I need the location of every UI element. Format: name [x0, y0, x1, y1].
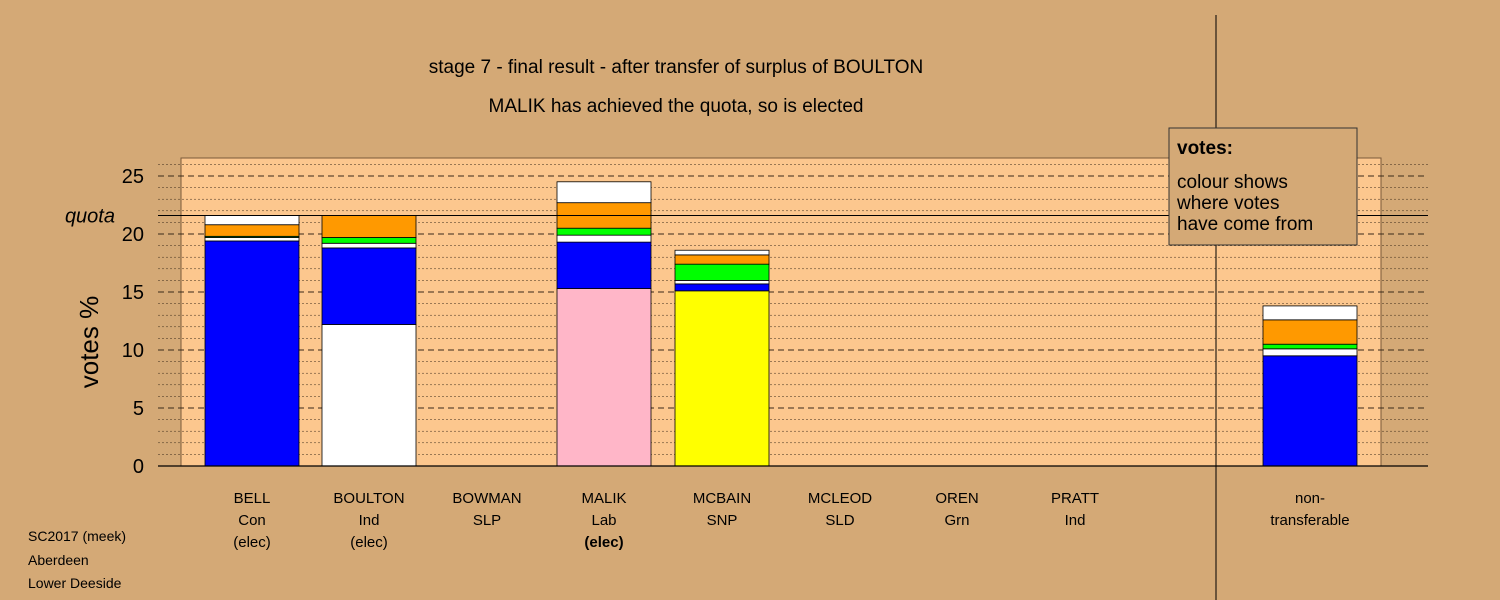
bar-segment [204, 224, 300, 237]
y-tick-label: 25 [122, 166, 144, 188]
bar-segment [556, 288, 652, 467]
legend-title: votes: [1177, 138, 1233, 159]
y-tick-label: 5 [133, 398, 144, 420]
bar-segment [674, 249, 770, 256]
x-category-label: OREN [935, 490, 978, 507]
x-category-label: BOWMAN [452, 490, 521, 507]
bar-segment [204, 237, 300, 242]
footer-line: Aberdeen [28, 552, 89, 568]
x-category-label: Grn [944, 512, 969, 529]
footer-line: SC2017 (meek) [28, 528, 126, 544]
footer: SC2017 (meek) Aberdeen Lower Deeside [28, 528, 126, 591]
y-tick-label: 20 [122, 224, 144, 246]
quota-label: quota [65, 205, 115, 227]
bar-segment [556, 181, 652, 204]
x-category-label: SLD [825, 512, 854, 529]
legend-line: where votes [1176, 193, 1279, 214]
x-category-label: MCBAIN [693, 490, 751, 507]
chart-title: stage 7 - final result - after transfer … [429, 57, 924, 78]
x-category-label: MCLEOD [808, 490, 872, 507]
x-category-label: (elec) [350, 534, 388, 551]
bar-segment [204, 240, 300, 467]
bar-segment [1262, 355, 1358, 467]
x-category-label: Con [238, 512, 266, 529]
bar-segment [321, 247, 417, 325]
bar-segment [1262, 319, 1358, 345]
axis-labels: 0 5 10 15 20 25 BELL Con (elec) BOULTON Ind (elec) B… [122, 166, 1350, 551]
bar-segment [674, 263, 770, 281]
legend-line: colour shows [1177, 172, 1288, 193]
x-category-label: Lab [591, 512, 616, 529]
bar-segment [1262, 348, 1358, 357]
footer-line: Lower Deeside [28, 575, 122, 591]
x-category-label: BOULTON [333, 490, 404, 507]
legend-box [1168, 127, 1358, 246]
bar-segment [674, 279, 770, 285]
y-tick-label: 0 [133, 456, 144, 478]
bar-segment [556, 234, 652, 243]
chart-subtitle: MALIK has achieved the quota, so is elec… [489, 96, 864, 117]
x-category-label: Ind [1065, 512, 1086, 529]
bar-segment [321, 237, 417, 244]
x-category-label: SLP [473, 512, 501, 529]
bar-segment [321, 215, 417, 238]
x-category-label: Ind [359, 512, 380, 529]
bar-segment [321, 324, 417, 467]
x-category-label: (elec) [584, 534, 623, 551]
bar-segment [556, 241, 652, 289]
bar-segment [321, 242, 417, 249]
y-tick-label: 15 [122, 282, 144, 304]
y-tick-label: 10 [122, 340, 144, 362]
x-category-label: BELL [234, 490, 271, 507]
bar-segment [674, 283, 770, 292]
bar-segment [674, 254, 770, 265]
bar-segment [556, 227, 652, 236]
bar-segment [204, 215, 300, 226]
legend: votes: colour shows where votes have com… [1168, 127, 1358, 246]
bar-segment [1262, 343, 1358, 350]
bar-segment [674, 290, 770, 467]
x-category-label: transferable [1270, 512, 1349, 529]
bar-segment [1262, 305, 1358, 321]
legend-line: have come from [1177, 214, 1313, 235]
x-category-label: non- [1295, 490, 1325, 507]
x-category-label: (elec) [233, 534, 271, 551]
x-category-label: MALIK [581, 490, 626, 507]
y-axis-title: votes % [74, 296, 104, 389]
x-category-label: PRATT [1051, 490, 1099, 507]
x-category-label: SNP [707, 512, 738, 529]
